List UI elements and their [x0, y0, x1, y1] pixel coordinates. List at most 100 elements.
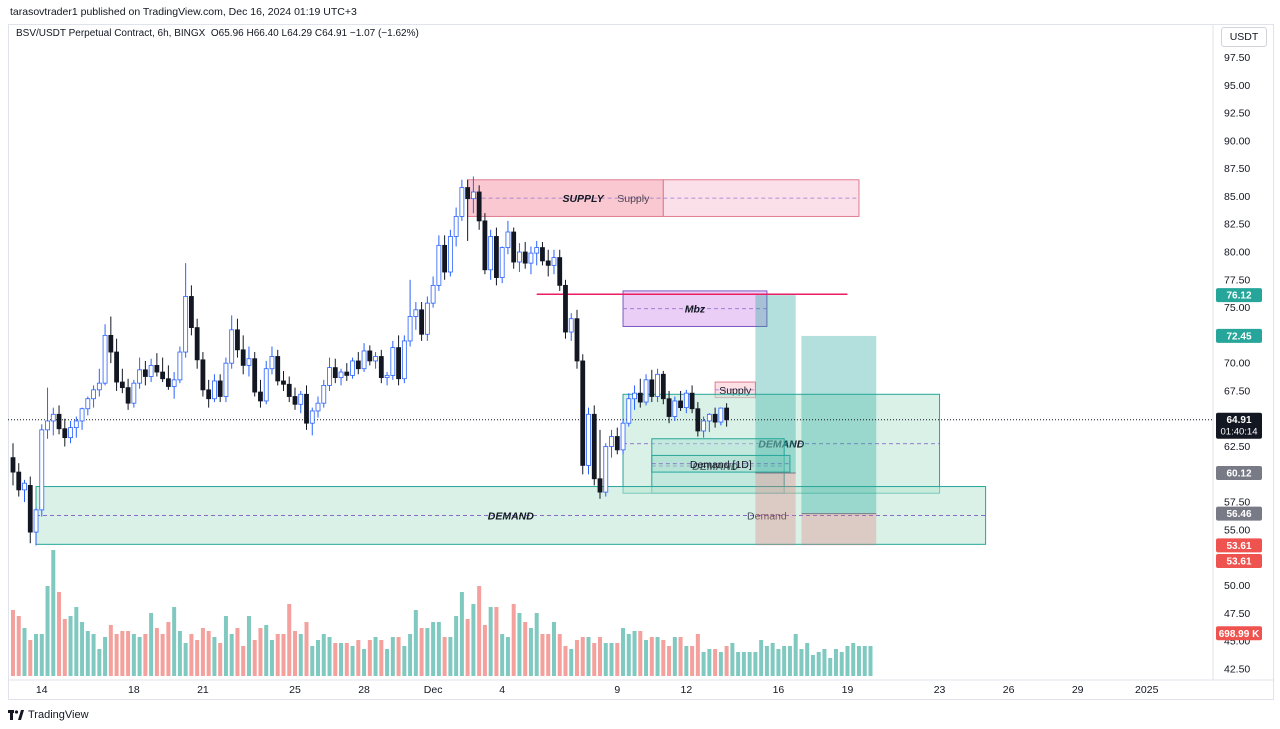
candle-body: [33, 509, 39, 533]
symbol-legend: BSV/USDT Perpetual Contract, 6h, BINGX O…: [16, 28, 419, 39]
candle-body: [580, 360, 586, 466]
candle-body: [511, 231, 517, 263]
candle-body: [568, 318, 574, 333]
candle-body: [327, 367, 332, 386]
volume-bar: [385, 649, 390, 676]
volume-bar: [327, 637, 332, 676]
price-tick-label: 62.50: [1224, 441, 1250, 453]
volume-bar: [805, 643, 810, 676]
volume-bar: [229, 634, 234, 676]
candle-body: [217, 380, 223, 397]
price-tick-label: 75.00: [1224, 302, 1250, 314]
zone-label: Demand [1D]: [690, 459, 752, 471]
volume-bar: [442, 637, 447, 676]
time-tick-label: 16: [773, 684, 785, 696]
volume-bar: [822, 649, 827, 676]
volume-bar: [252, 640, 257, 676]
position-stop-zone[interactable]: [755, 472, 796, 546]
volume-bar: [793, 634, 798, 676]
volume-bar: [776, 649, 781, 676]
volume-bar: [74, 607, 79, 676]
volume-bar: [517, 613, 522, 676]
candle-body: [142, 369, 148, 377]
candle-body: [367, 350, 373, 362]
candle-body: [563, 284, 568, 333]
price-tick-label: 55.00: [1224, 524, 1250, 536]
volume-bar: [126, 631, 131, 676]
candle-body: [304, 393, 309, 424]
time-tick-label: 25: [289, 684, 301, 696]
position-stop-zone[interactable]: [801, 513, 877, 546]
time-tick-label: 2025: [1135, 684, 1159, 696]
volume-bar: [500, 634, 505, 676]
volume-bar: [557, 634, 562, 676]
volume-bar: [782, 646, 787, 676]
footer-brand[interactable]: TradingView: [8, 706, 89, 724]
volume-bar: [770, 643, 775, 676]
price-tick-label: 92.50: [1224, 108, 1250, 120]
volume-bar: [638, 631, 643, 676]
price-axis-label: [1216, 554, 1262, 569]
price-tick-label: 95.00: [1224, 80, 1250, 92]
volume-bar: [235, 628, 240, 676]
candle-body: [344, 371, 350, 376]
volume-bar: [523, 622, 528, 676]
candle-body: [678, 400, 683, 409]
volume-bar: [448, 637, 453, 676]
volume-bar: [373, 637, 378, 676]
candle-body: [436, 244, 442, 286]
candle-body: [586, 413, 591, 466]
volume-bar: [454, 616, 459, 676]
volume-bar: [166, 622, 171, 676]
candle-body: [626, 398, 632, 424]
volume-bar: [154, 628, 159, 676]
volume-bar: [172, 607, 177, 676]
volume-bar: [603, 643, 608, 676]
candle-body: [401, 340, 407, 380]
candle-body: [424, 302, 430, 335]
time-tick-label: 18: [128, 684, 140, 696]
volume-bar: [730, 643, 735, 676]
candle-body: [620, 422, 626, 451]
candle-body: [85, 398, 91, 410]
candle-body: [39, 429, 45, 511]
candle-body: [695, 408, 701, 432]
currency-button[interactable]: USDT: [1221, 27, 1267, 47]
volume-bar: [310, 646, 315, 676]
candle-body: [373, 356, 378, 362]
zone-label: DEMAND: [488, 510, 534, 522]
candle-body: [551, 257, 557, 266]
volume-bar: [477, 586, 482, 676]
candle-body: [522, 251, 528, 264]
position-target-zone[interactable]: [755, 295, 796, 473]
candle-body: [235, 329, 240, 351]
candle-body: [309, 410, 315, 424]
volume-bar: [644, 640, 649, 676]
volume-bar: [97, 649, 102, 676]
candle-body: [79, 408, 85, 422]
price-axis-label-text: 72.45: [1226, 331, 1251, 342]
volume-bar: [569, 649, 574, 676]
volume-bar: [736, 652, 741, 676]
volume-bar: [91, 634, 96, 676]
candle-body: [361, 350, 367, 370]
candle-body: [597, 478, 603, 493]
position-target-zone[interactable]: [801, 335, 877, 514]
candle-body: [68, 427, 73, 439]
volume-bar: [22, 628, 27, 676]
volume-bar: [246, 616, 251, 676]
price-axis-label-text: 53.61: [1226, 541, 1251, 552]
time-tick-label: 28: [358, 684, 370, 696]
candle-body: [298, 393, 304, 405]
candle-body: [453, 216, 459, 237]
volume-bar: [718, 652, 723, 676]
candle-body: [114, 351, 119, 383]
candle-body: [263, 368, 269, 402]
volume-bar: [459, 592, 464, 676]
time-tick-label: 4: [499, 684, 505, 696]
volume-bar: [379, 640, 384, 676]
candle-body: [545, 260, 551, 266]
candle-body: [517, 251, 522, 263]
candle-body: [131, 382, 137, 404]
